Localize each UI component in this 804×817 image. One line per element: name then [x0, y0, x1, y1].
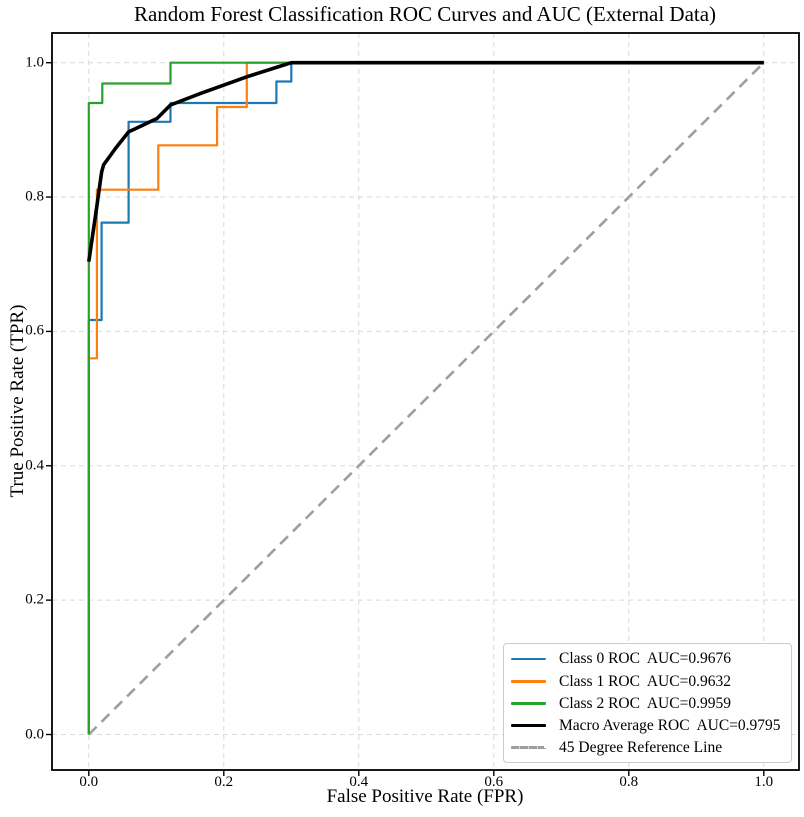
- legend-line-sample-class1: [511, 680, 546, 683]
- roc-curves: [87, 60, 765, 736]
- legend-item-class0: Class 0 ROC AUC=0.9676: [504, 648, 791, 670]
- legend-line-sample-class2: [511, 702, 546, 705]
- series-line-class2: [87, 61, 764, 735]
- y-tick-label-0.8: 0.8: [25, 188, 44, 205]
- x-tick-label-0.4: 0.4: [349, 774, 369, 790]
- legend-item-class2: Class 2 ROC AUC=0.9959: [504, 692, 791, 714]
- legend-line-sample-macro: [511, 723, 546, 728]
- legend-label-reference: 45 Degree Reference Line: [559, 739, 723, 757]
- axes-frame: [51, 32, 800, 771]
- x-tick-label-0.2: 0.2: [214, 774, 234, 790]
- x-tick-label-0.0: 0.0: [79, 774, 99, 790]
- tick-marks: [46, 62, 765, 776]
- x-tick-label-1.0: 1.0: [754, 774, 774, 790]
- x-axis-label: False Positive Rate (FPR): [326, 786, 524, 807]
- y-tick-label-1.0: 1.0: [25, 54, 44, 71]
- legend-item-class1: Class 1 ROC AUC=0.9632: [504, 670, 791, 692]
- legend-label-macro: Macro Average ROC AUC=0.9795: [559, 716, 781, 734]
- series-line-macro: [87, 60, 764, 262]
- legend-line-sample-class0: [511, 657, 546, 661]
- y-tick-label-0.6: 0.6: [25, 322, 44, 339]
- legend-label-class0: Class 0 ROC AUC=0.9676: [559, 650, 731, 668]
- legend-label-class1: Class 1 ROC AUC=0.9632: [559, 672, 731, 690]
- series-line-reference: [87, 61, 765, 736]
- series-line-class0: [87, 61, 764, 735]
- x-tick-label-0.8: 0.8: [619, 774, 639, 790]
- y-tick-label-0.2: 0.2: [25, 591, 44, 608]
- chart-title: Random Forest Classification ROC Curves …: [133, 2, 717, 26]
- legend-item-macro: Macro Average ROC AUC=0.9795: [504, 715, 791, 737]
- legend-line-sample-reference: [511, 746, 546, 750]
- legend-box: Class 0 ROC AUC=0.9676 Class 1 ROC AUC=0.…: [503, 643, 792, 763]
- y-tick-label-0.4: 0.4: [25, 457, 44, 474]
- legend-label-class2: Class 2 ROC AUC=0.9959: [559, 694, 731, 712]
- y-tick-label-0.0: 0.0: [25, 726, 44, 742]
- series-line-class1: [87, 61, 764, 735]
- x-tick-label-0.6: 0.6: [484, 774, 504, 790]
- legend-item-reference: 45 Degree Reference Line: [504, 737, 791, 759]
